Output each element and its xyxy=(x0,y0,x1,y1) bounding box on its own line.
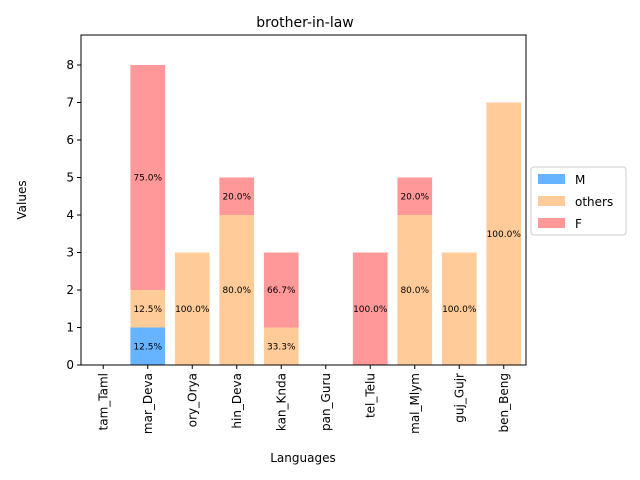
bar-label-others-ben_Beng: 100.0% xyxy=(487,230,522,240)
legend-swatch-M xyxy=(538,174,565,184)
y-axis-label: Values xyxy=(15,180,29,219)
x-tick-label: tel_Telu xyxy=(363,373,377,418)
bar-others-mal_Mlym xyxy=(397,215,433,365)
x-tick-label: pan_Guru xyxy=(319,373,333,431)
bar-label-M-mar_Deva: 12.5% xyxy=(133,342,162,352)
x-tick-label: hin_Deva xyxy=(230,373,244,429)
bar-F-tel_Telu xyxy=(352,252,388,365)
bar-others-hin_Deva xyxy=(219,215,255,365)
bar-label-others-mal_Mlym: 80.0% xyxy=(400,286,429,296)
bars-layer xyxy=(130,65,522,365)
y-axis: 0 1 2 3 4 5 6 7 8 xyxy=(66,58,81,372)
bar-M-mar_Deva xyxy=(130,327,166,365)
legend-label-F: F xyxy=(575,217,582,231)
bar-others-kan_Knda xyxy=(263,327,299,365)
bar-F-kan_Knda xyxy=(263,252,299,328)
percent-labels-layer: 12.5% 12.5% 75.0% 100.0% 80.0% 20.0% 33.3% 66.7… xyxy=(133,174,521,353)
legend-swatch-others xyxy=(538,196,565,206)
x-tick-label: mar_Deva xyxy=(141,373,155,434)
bar-label-F-hin_Deva: 20.0% xyxy=(222,192,251,202)
y-tick-label: 1 xyxy=(66,321,74,335)
bar-label-others-guj_Gujr: 100.0% xyxy=(442,305,477,315)
x-tick-label: guj_Gujr xyxy=(452,373,466,423)
x-tick-label: ory_Orya xyxy=(185,373,199,427)
plot-frame xyxy=(80,34,527,366)
x-axis-label: Languages xyxy=(270,451,335,465)
legend-swatch-F xyxy=(538,218,565,228)
y-tick-label: 4 xyxy=(66,208,74,222)
x-tick-label: mal_Mlym xyxy=(408,373,422,434)
bar-F-mar_Deva xyxy=(130,65,166,290)
bar-others-guj_Gujr xyxy=(441,252,477,365)
x-axis: tam_Taml mar_Deva ory_Orya hin_Deva kan_Knda… xyxy=(96,365,511,434)
bar-F-hin_Deva xyxy=(219,177,255,215)
legend-label-M: M xyxy=(575,173,585,187)
chart-title: brother-in-law xyxy=(256,15,354,31)
y-tick-label: 5 xyxy=(66,171,74,185)
x-tick-label: kan_Knda xyxy=(274,373,288,431)
y-tick-label: 6 xyxy=(66,133,74,147)
bar-others-mar_Deva xyxy=(130,290,166,328)
y-tick-label: 7 xyxy=(66,96,74,110)
bar-F-mal_Mlym xyxy=(397,177,433,215)
bar-label-F-mar_Deva: 75.0% xyxy=(133,174,162,184)
bar-label-others-hin_Deva: 80.0% xyxy=(222,286,251,296)
bar-label-F-kan_Knda: 66.7% xyxy=(267,286,296,296)
x-tick-label: tam_Taml xyxy=(96,373,110,430)
bar-others-ory_Orya xyxy=(174,252,210,365)
bar-label-F-mal_Mlym: 20.0% xyxy=(400,192,429,202)
legend-label-others: others xyxy=(575,195,613,209)
x-tick-label: ben_Beng xyxy=(497,373,511,432)
y-tick-label: 8 xyxy=(66,58,74,72)
bar-label-others-ory_Orya: 100.0% xyxy=(175,305,210,315)
y-tick-label: 0 xyxy=(66,358,74,372)
bar-label-others-kan_Knda: 33.3% xyxy=(267,342,296,352)
bar-label-others-mar_Deva: 12.5% xyxy=(133,305,162,315)
bar-others-ben_Beng xyxy=(486,102,522,365)
bar-label-F-tel_Telu: 100.0% xyxy=(353,305,388,315)
y-tick-label: 3 xyxy=(66,246,74,260)
y-tick-label: 2 xyxy=(66,283,74,297)
